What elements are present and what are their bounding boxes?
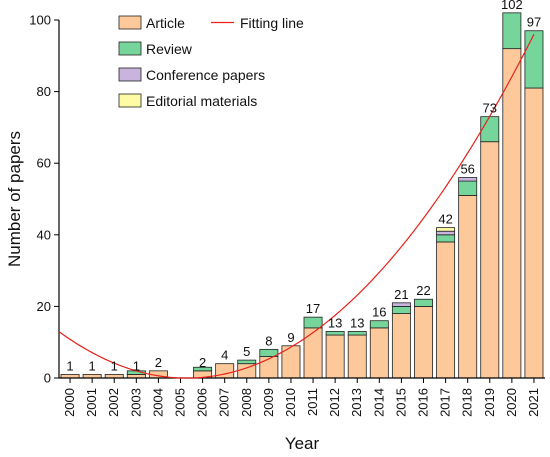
bar-review-2017 — [436, 234, 456, 243]
data-label-2013: 13 — [350, 315, 364, 330]
data-label-2019: 73 — [483, 101, 497, 116]
bar-article-2021 — [524, 87, 544, 379]
data-label-2002: 1 — [111, 358, 118, 373]
bar-review-2008 — [237, 359, 257, 365]
bar-article-2020 — [502, 48, 522, 379]
bar-article-2014 — [369, 327, 389, 379]
legend-swatch-review — [118, 41, 142, 56]
x-tick-label-2017: 2017 — [438, 388, 453, 417]
bar-review-2013 — [347, 331, 367, 336]
legend-swatch-article — [118, 15, 142, 30]
x-tick-label-2016: 2016 — [416, 388, 431, 417]
bar-review-2018 — [458, 180, 478, 196]
legend-label-fitting-line: Fitting line — [240, 15, 304, 31]
bar-article-2011 — [303, 327, 323, 379]
data-label-2011: 17 — [306, 301, 320, 316]
data-label-2007: 4 — [221, 348, 228, 363]
data-label-2003: 1 — [133, 358, 140, 373]
data-label-2004: 2 — [155, 355, 162, 370]
legend-label-conference-papers: Conference papers — [146, 67, 265, 83]
legend-label-article: Article — [146, 15, 185, 31]
data-label-2021: 97 — [527, 15, 541, 30]
data-label-2000: 1 — [66, 358, 73, 373]
x-tick-label-2005: 2005 — [173, 388, 188, 417]
x-tick-label-2010: 2010 — [283, 388, 298, 417]
x-tick-label-2004: 2004 — [150, 388, 165, 417]
data-label-2008: 5 — [243, 344, 250, 359]
y-tick-label-80: 80 — [37, 84, 51, 99]
data-label-2015: 21 — [394, 287, 408, 302]
x-tick-label-2007: 2007 — [217, 388, 232, 417]
bar-review-2015 — [391, 305, 411, 314]
x-tick-label-2014: 2014 — [371, 388, 386, 417]
x-tick-label-2002: 2002 — [106, 388, 121, 417]
x-axis-title: Year — [285, 434, 320, 453]
legend-swatch-conference-papers — [118, 67, 142, 82]
y-tick-label-60: 60 — [37, 156, 51, 171]
bar-article-2018 — [458, 195, 478, 379]
bar-review-2014 — [369, 320, 389, 329]
legend-label-editorial-materials: Editorial materials — [146, 93, 257, 109]
bar-article-2016 — [414, 305, 433, 379]
legend-label-review: Review — [146, 41, 193, 57]
bar-article-2015 — [391, 313, 411, 379]
bar-review-2019 — [480, 116, 500, 143]
bar-article-2012 — [325, 334, 345, 379]
x-tick-label-2012: 2012 — [327, 388, 342, 417]
legend: Article Fitting line Review Conference p… — [118, 15, 304, 109]
x-tick-label-2003: 2003 — [128, 388, 143, 417]
bar-article-2013 — [347, 334, 367, 379]
x-tick-label-2011: 2011 — [305, 388, 320, 416]
x-tick-label-2021: 2021 — [526, 388, 541, 417]
data-label-2009: 8 — [265, 333, 272, 348]
data-label-2014: 16 — [372, 305, 386, 320]
legend-swatch-editorial-materials — [118, 93, 142, 108]
x-tick-label-2013: 2013 — [349, 388, 364, 417]
x-tick-label-2009: 2009 — [261, 388, 276, 417]
bar-article-2009 — [259, 356, 279, 379]
bar-review-2011 — [303, 316, 323, 329]
bar-article-2007 — [215, 363, 235, 379]
bar-review-2006 — [193, 366, 213, 372]
x-tick-label-2019: 2019 — [482, 388, 497, 417]
y-tick-label-0: 0 — [44, 371, 51, 386]
x-tick-label-2015: 2015 — [393, 388, 408, 417]
data-label-2018: 56 — [460, 162, 474, 177]
x-tick-label-2006: 2006 — [195, 388, 210, 417]
data-label-2016: 22 — [416, 283, 430, 298]
data-label-2012: 13 — [328, 315, 342, 330]
bar-editorial-materials-2017 — [436, 227, 456, 232]
data-label-2006: 2 — [199, 355, 206, 370]
x-tick-label-2000: 2000 — [62, 388, 77, 417]
y-tick-label-100: 100 — [29, 13, 51, 28]
x-tick-label-2001: 2001 — [84, 388, 99, 417]
data-label-2017: 42 — [438, 212, 452, 227]
y-tick-label-20: 20 — [37, 299, 51, 314]
x-tick-label-2020: 2020 — [504, 388, 519, 417]
x-tick-label-2008: 2008 — [239, 388, 254, 417]
bar-review-2020 — [502, 12, 522, 50]
bar-conference-papers-2015 — [391, 302, 411, 307]
data-label-2010: 9 — [287, 330, 294, 345]
bar-review-2012 — [325, 331, 345, 336]
bar-review-2021 — [524, 30, 544, 89]
bar-review-2009 — [259, 348, 279, 357]
bar-conference-papers-2018 — [458, 177, 478, 182]
bar-article-2019 — [480, 141, 500, 379]
bar-article-2017 — [436, 241, 456, 379]
fitting-line — [58, 34, 535, 379]
y-tick-label-40: 40 — [37, 227, 51, 242]
data-label-2001: 1 — [89, 358, 96, 373]
y-axis-title: Number of papers — [5, 131, 24, 267]
bar-conference-papers-2017 — [436, 230, 456, 236]
data-label-2020: 102 — [501, 0, 523, 12]
x-tick-label-2018: 2018 — [460, 388, 475, 417]
bar-review-2016 — [414, 298, 433, 307]
